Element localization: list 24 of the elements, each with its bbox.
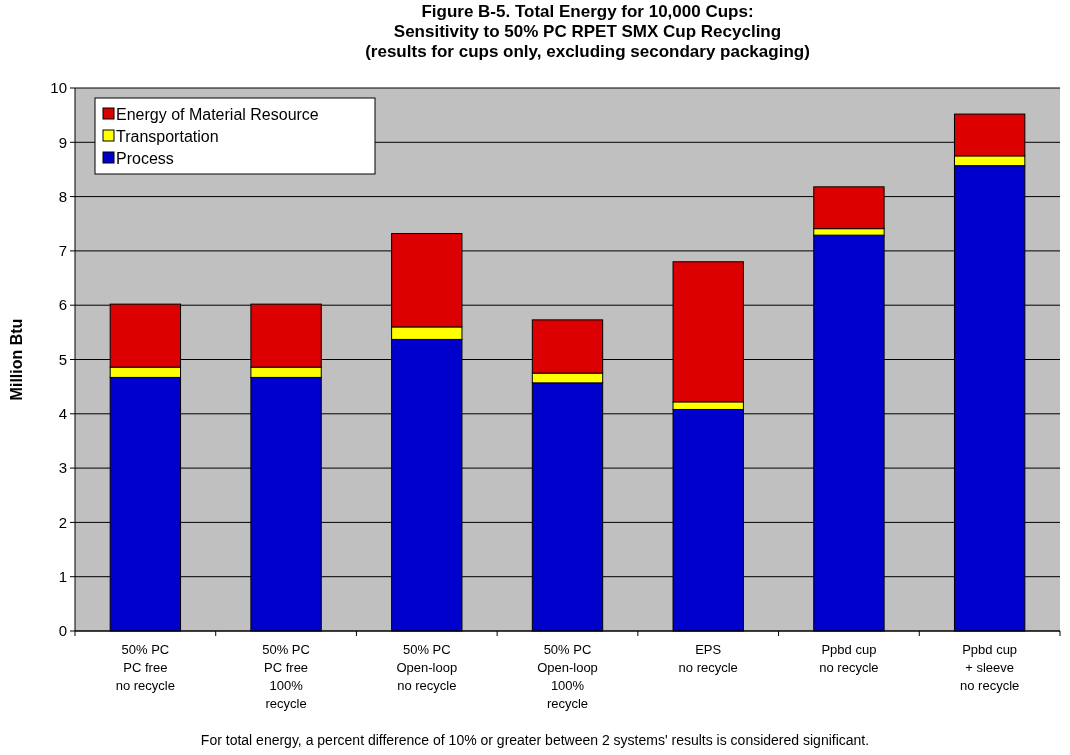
y-tick-label: 5 [58,350,67,368]
y-axis-title: Million Btu [8,318,25,401]
x-tick-label: 50% PC Open-loop no recycle [396,642,458,693]
x-tick-label: 50% PC PC free no recycle [115,642,175,693]
y-tick-label: 1 [58,567,67,585]
text: For total energy, a percent difference of 10% or greater between 2 systems' results is considered significant. [200,732,870,748]
legend-label: Transportation [116,127,219,145]
y-tick-label: 9 [58,133,67,151]
chart-title: Figure B-5. Total Energy for 10,000 Cups: Sensitivity to 50% PC RPET SMX Cup Recycling (results for cups only, excluding secondary packaging) [365,2,810,61]
y-tick-label: 4 [58,405,67,423]
y-tick-label: 2 [58,513,67,531]
x-tick-label: 50% PC PC free 100% recycle [262,642,310,711]
x-tick-label: 50% PC Open-loop 100% recycle [537,642,598,711]
y-tick-label: 8 [58,187,67,205]
legend-label: Energy of Material Resource [116,105,319,123]
legend-label: Process [116,149,174,167]
x-tick-label: Ppbd cup + sleeve no recycle [960,642,1020,693]
x-tick-label: EPS no recycle [678,642,738,675]
x-tick-label: Ppbd cup no recycle [819,642,879,675]
y-tick-label: 10 [50,79,67,97]
y-tick-label: 6 [58,296,67,314]
y-tick-label: 3 [58,459,67,477]
y-tick-label: 0 [58,622,67,640]
y-tick-label: 7 [58,242,67,260]
